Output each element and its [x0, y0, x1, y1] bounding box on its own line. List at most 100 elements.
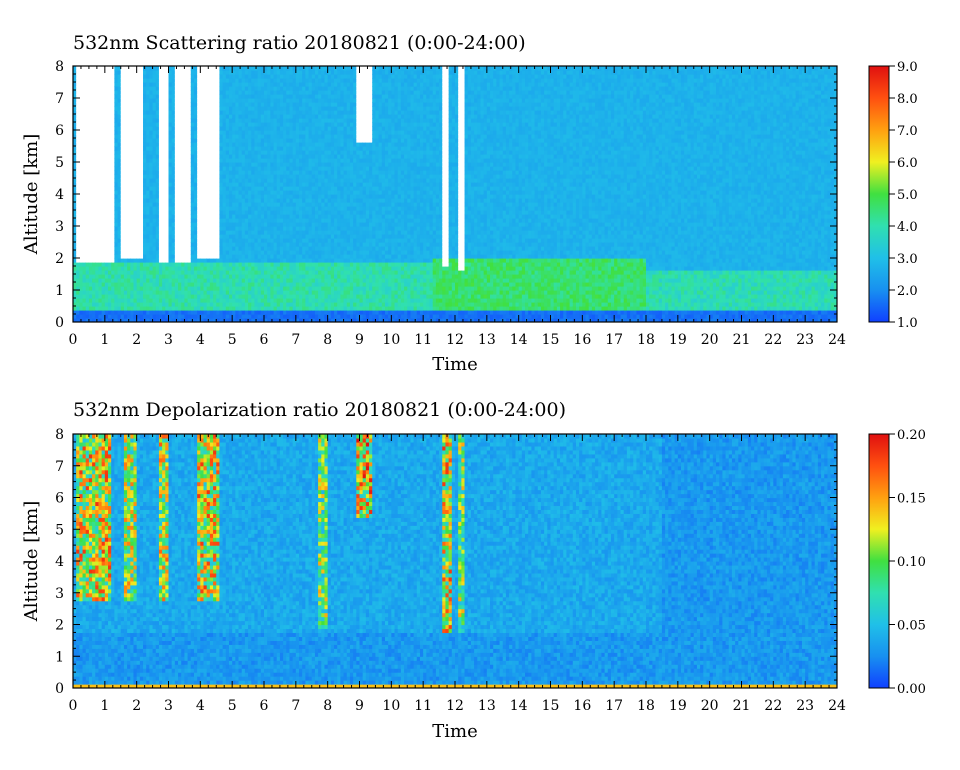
heatmap-cell — [200, 262, 205, 267]
heatmap-cell — [178, 246, 182, 251]
heatmap-cell — [92, 270, 96, 275]
heatmap-cell — [235, 218, 240, 223]
heatmap-cell — [88, 242, 93, 247]
heatmap-cell — [276, 138, 281, 143]
heatmap-cell — [143, 74, 147, 79]
heatmap-cell — [238, 118, 243, 123]
heatmap-cell — [299, 262, 303, 267]
heatmap-cell — [114, 226, 119, 231]
heatmap-cell — [111, 110, 115, 115]
heatmap-cell — [174, 90, 179, 95]
heatmap-cell — [158, 94, 163, 99]
heatmap-cell — [238, 166, 243, 171]
heatmap-cell — [146, 258, 150, 263]
heatmap-cell — [152, 102, 157, 107]
heatmap-cell — [152, 186, 157, 191]
heatmap-cell — [114, 238, 119, 243]
heatmap-cell — [117, 230, 122, 235]
heatmap-cell — [104, 302, 109, 307]
heatmap-cell — [238, 274, 243, 279]
heatmap-cell — [318, 290, 322, 295]
heatmap-cell — [222, 218, 227, 223]
heatmap-cell — [209, 166, 214, 171]
heatmap-cell — [155, 94, 160, 99]
heatmap-cell — [98, 170, 103, 175]
heatmap-cell — [136, 206, 141, 211]
heatmap-cell — [76, 186, 80, 191]
heatmap-cell — [302, 302, 306, 307]
heatmap-cell — [302, 310, 306, 315]
heatmap-cell — [228, 246, 233, 251]
heatmap-cell — [244, 270, 249, 275]
heatmap-cell — [299, 234, 303, 239]
scattering-ratio-panel: 532nm Scattering ratio 20180821 (0:00-24… — [21, 32, 918, 375]
heatmap-cell — [305, 190, 310, 195]
heatmap-cell — [79, 226, 84, 231]
heatmap-cell — [283, 262, 287, 267]
heatmap-cell — [260, 114, 265, 119]
heatmap-cell — [82, 74, 87, 79]
heatmap-cell — [114, 66, 119, 71]
heatmap-cell — [111, 302, 115, 307]
heatmap-cell — [120, 306, 125, 311]
heatmap-cell — [174, 258, 179, 263]
heatmap-cell — [152, 154, 157, 159]
heatmap-cell — [216, 118, 221, 123]
heatmap-cell — [123, 314, 128, 319]
heatmap-cell — [213, 294, 217, 299]
heatmap-cell — [283, 214, 287, 219]
heatmap-cell — [139, 262, 144, 267]
heatmap-cell — [264, 226, 268, 231]
heatmap-cell — [165, 282, 170, 287]
heatmap-cell — [238, 254, 243, 259]
heatmap-cell — [228, 254, 233, 259]
heatmap-cell — [276, 182, 281, 187]
heatmap-cell — [273, 126, 278, 131]
heatmap-cell — [308, 262, 313, 267]
heatmap-cell — [88, 166, 93, 171]
heatmap-cell — [149, 162, 154, 167]
heatmap-cell — [206, 90, 211, 95]
heatmap-cell — [235, 270, 240, 275]
heatmap-cell — [171, 202, 176, 207]
heatmap-cell — [178, 78, 182, 83]
heatmap-cell — [228, 98, 233, 103]
heatmap-cell — [314, 262, 319, 267]
heatmap-cell — [308, 98, 313, 103]
heatmap-cell — [130, 302, 135, 307]
heatmap-cell — [203, 270, 208, 275]
heatmap-cell — [114, 258, 119, 263]
heatmap-cell — [244, 146, 249, 151]
heatmap-cell — [206, 218, 211, 223]
heatmap-cell — [270, 90, 275, 95]
heatmap-cell — [228, 218, 233, 223]
heatmap-cell — [76, 130, 80, 135]
heatmap-cell — [305, 226, 310, 231]
heatmap-cell — [216, 286, 221, 291]
heatmap-cell — [190, 258, 195, 263]
heatmap-cell — [314, 278, 319, 283]
heatmap-cell — [276, 118, 281, 123]
heatmap-cell — [174, 146, 179, 151]
heatmap-cell — [143, 146, 147, 151]
heatmap-cell — [178, 274, 182, 279]
heatmap-cell — [155, 146, 160, 151]
heatmap-cell — [264, 158, 268, 163]
heatmap-cell — [187, 198, 192, 203]
heatmap-cell — [79, 194, 84, 199]
heatmap-cell — [155, 294, 160, 299]
heatmap-cell — [130, 86, 135, 91]
heatmap-cell — [181, 86, 186, 91]
heatmap-cell — [158, 274, 163, 279]
heatmap-cell — [133, 250, 138, 255]
heatmap-cell — [130, 214, 135, 219]
heatmap-cell — [165, 222, 170, 227]
heatmap-cell — [184, 98, 189, 103]
heatmap-cell — [114, 218, 119, 223]
heatmap-cell — [193, 110, 198, 115]
heatmap-cell — [238, 70, 243, 75]
heatmap-cell — [219, 214, 224, 219]
heatmap-cell — [311, 182, 316, 187]
heatmap-cell — [260, 138, 265, 143]
heatmap-cell — [197, 86, 201, 91]
